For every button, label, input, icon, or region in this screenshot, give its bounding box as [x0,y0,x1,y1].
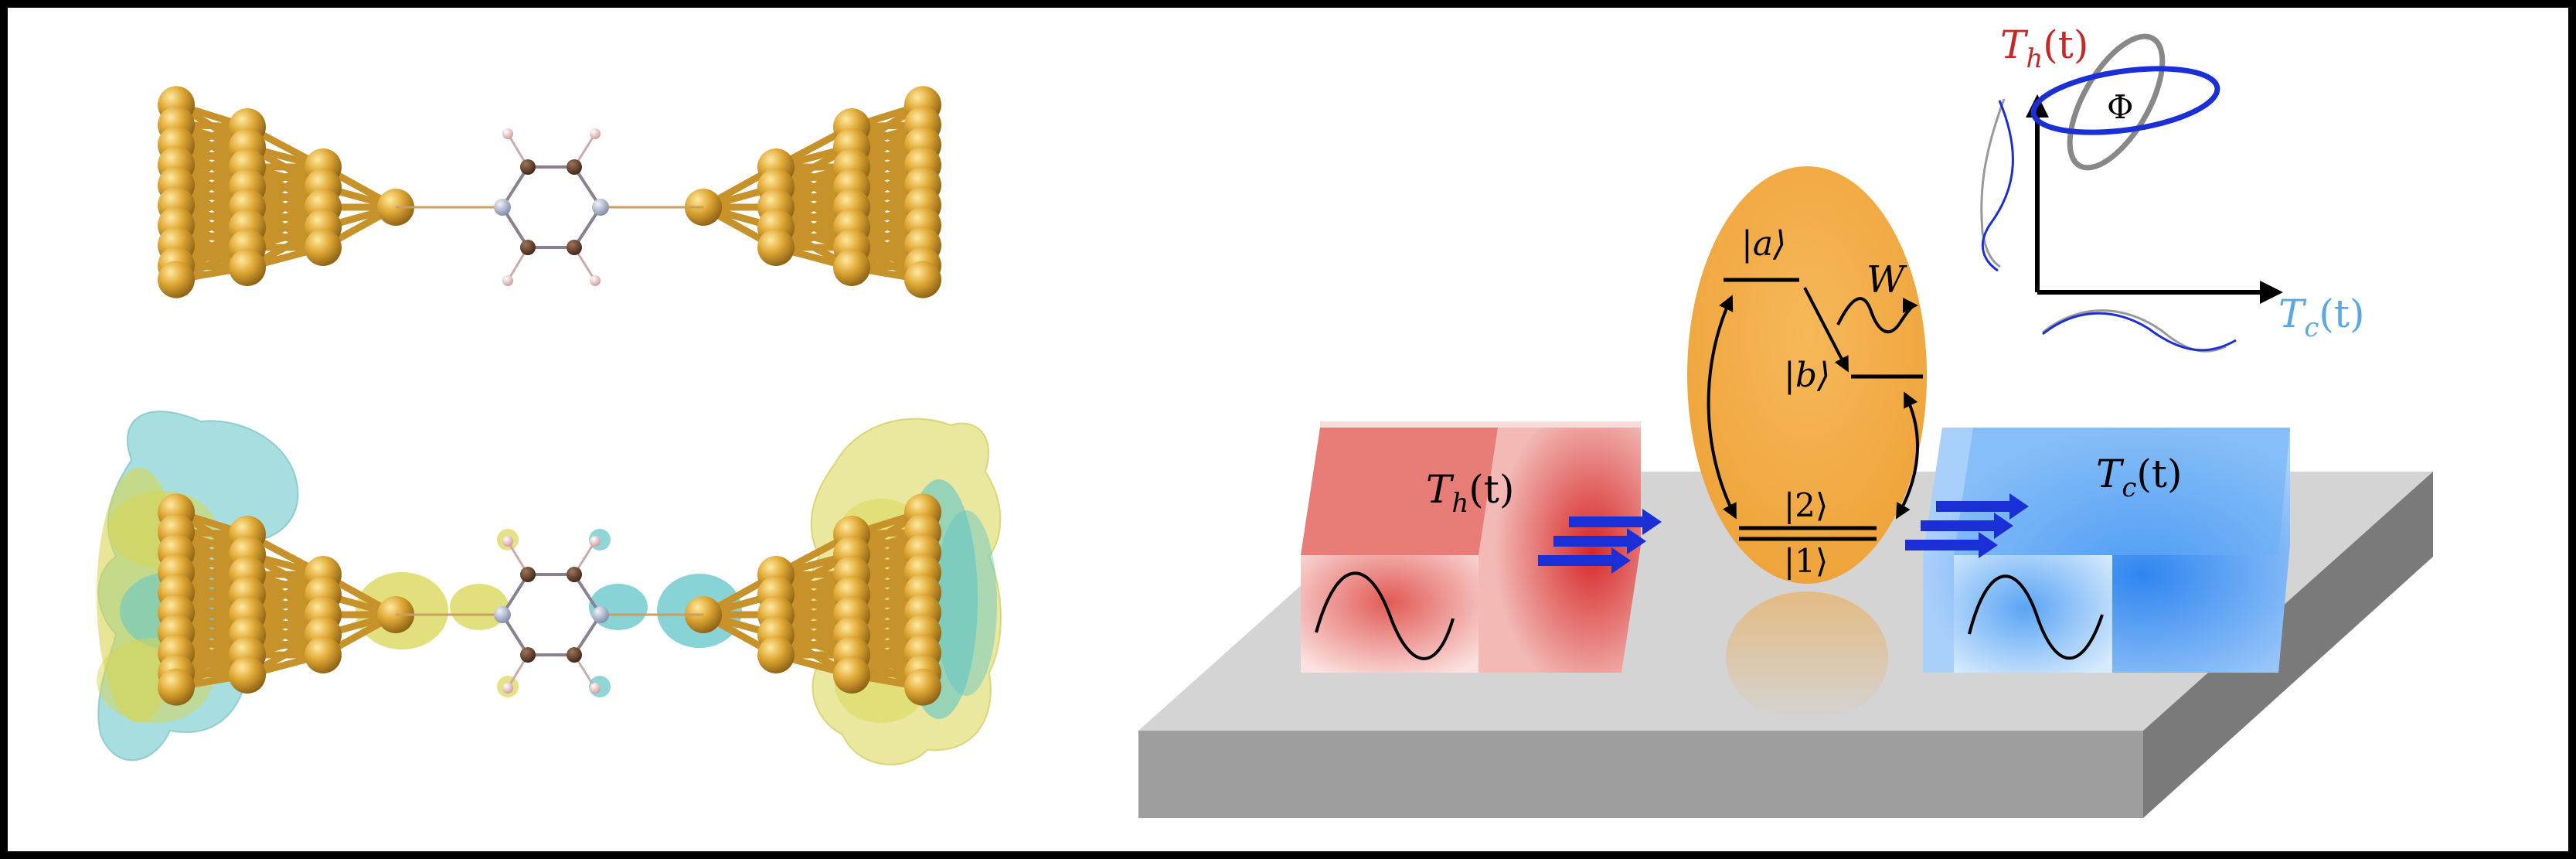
hydrogen-atom [502,683,513,694]
plot-x-arg: (t) [2319,291,2364,336]
plot-x-label: Tc(t) [2278,291,2365,343]
gold-atom [158,261,195,298]
ellipse-reflection [1726,591,1888,723]
hydrogen-atom [502,128,513,139]
transition-arrow-a-to-b [1803,287,1849,373]
cold-label-sub: c [2122,472,2136,503]
gold-atom [833,249,870,286]
cold-reservoir-label: Tc(t) [2096,452,2183,503]
plot-y-sub: h [2026,43,2043,74]
hydrogen-atom [590,683,601,694]
transition-arrow-right [1896,391,1920,520]
iso-cyan-right-b [935,510,997,696]
hot-label-main: T [1426,467,1455,512]
gold-atom [904,261,941,298]
plot-gray-curve-left [1980,98,2006,268]
hot-reservoir-label: Th(t) [1426,467,1514,519]
phase-label: Φ [2107,88,2133,126]
carbon-atom [520,240,536,255]
transition-arrow-left [1707,295,1737,520]
hot-label-arg: (t) [1468,467,1514,512]
nitrogen-atom [592,199,609,216]
hot-block-back [1320,421,1641,428]
hydrogen-atom [590,275,601,286]
gold-atom [305,636,342,673]
hot-reservoir [1301,421,1641,673]
cold-reservoir [1923,428,2290,673]
hot-block-right-face [1479,428,1641,673]
level-2-label: |2⟩ [1784,486,1828,524]
carbon-atom [567,240,582,255]
plot-blue-curve-left [1981,100,2014,272]
carbon-atom [520,647,536,663]
sine-wave-icon [1968,574,2104,660]
wavy-arrow-icon [1836,297,1918,333]
carbon-atom [520,567,536,582]
hydrogen-atom [590,128,601,139]
gold-atom [757,229,795,266]
substrate-side [2143,472,2433,818]
carbon-atom [567,567,582,582]
plot-y-label: Th(t) [2000,22,2088,74]
plot-blue-ellipse [2030,66,2220,135]
carbon-atom [567,647,582,663]
carbon-atom [567,159,582,175]
hot-block-top-shade [1301,428,1498,555]
cold-block-top-shade [1954,428,2290,555]
level-b-label: |b⟩ [1784,356,1830,395]
nitrogen-atom [494,199,511,216]
hot-label-sub: h [1451,488,1468,519]
cold-block-front [1954,555,2112,673]
gold-atom [833,656,870,694]
plot-y-arg: (t) [2043,22,2088,67]
cold-label-main: T [2096,452,2125,496]
work-label: W [1866,258,1907,302]
level-a-label: |a⟩ [1741,224,1786,264]
molecular-junction-top [158,86,941,298]
sine-wave-icon [1315,571,1455,660]
phase-plot: Φ Th(t) Tc(t) [1980,22,2365,353]
cold-label-arg: (t) [2136,452,2182,496]
iso-yellow-mid-left-b [450,584,509,630]
level-1-label: |1⟩ [1784,542,1828,580]
nitrogen-atom [592,606,609,623]
nitrogen-atom [494,606,511,623]
gold-atom [904,668,941,706]
plot-blue-curve-bottom [2042,312,2237,352]
hydrogen-atom [502,536,513,547]
gold-atom [158,668,195,706]
quantum-system-ellipse [1687,166,1927,584]
plot-gray-ellipse [2067,33,2166,171]
substrate-front [1138,731,2143,818]
hydrogen-atom [502,275,513,286]
plot-x-main: T [2278,291,2307,336]
flow-arrows-icon [1538,493,2029,574]
molecular-junction-bottom [158,493,941,706]
gold-atom [229,249,266,286]
gold-atom [757,636,795,673]
gold-atom [305,229,342,266]
gold-atom [229,656,266,694]
hydrogen-atom [590,536,601,547]
plot-x-sub: c [2304,312,2319,343]
energy-levels [1724,278,1923,541]
carbon-atom [520,159,536,175]
plot-y-main: T [2000,22,2029,67]
